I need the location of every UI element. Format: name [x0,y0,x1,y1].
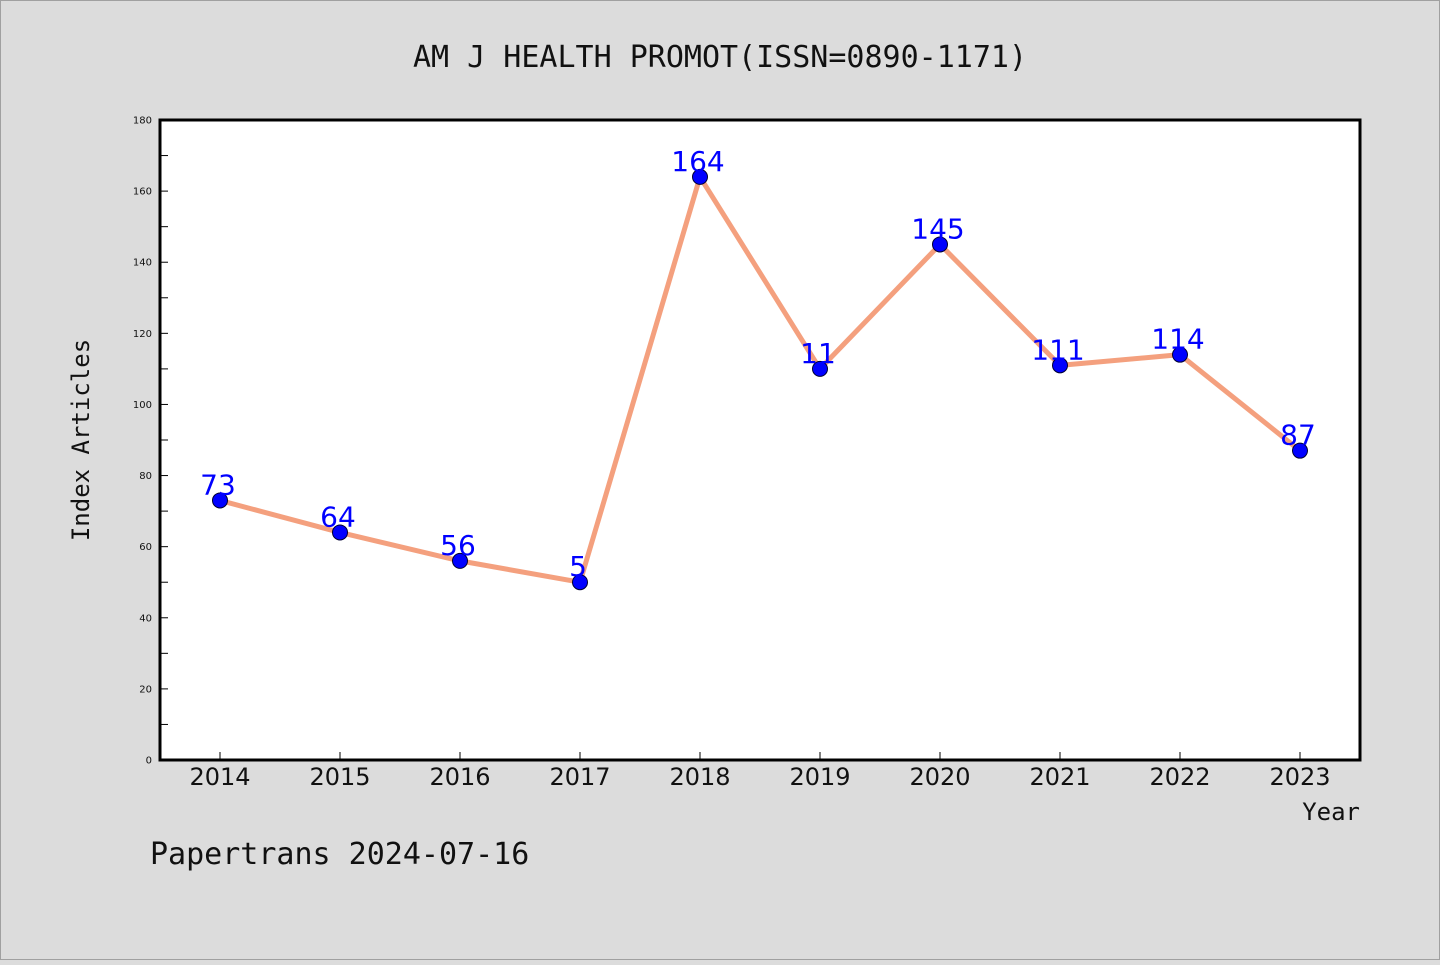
y-tick-label: 160 [133,187,152,198]
y-tick-label: 60 [139,542,152,553]
x-tick-label: 2016 [429,763,490,791]
x-tick-label: 2022 [1149,763,1210,791]
y-tick-label: 20 [139,684,152,695]
x-tick-label: 2021 [1029,763,1090,791]
chart-title: AM J HEALTH PROMOT(ISSN=0890-1171) [413,40,1027,75]
series-line-group [212,168,1308,591]
footer-source: Papertrans 2024-07-16 [150,837,529,872]
x-tick-label: 2018 [669,763,730,791]
data-label: 114 [1151,323,1204,356]
series-line [217,174,1303,585]
y-tick-label: 80 [139,471,152,482]
data-label: 145 [911,212,964,245]
y-tick-label: 40 [139,613,152,624]
y-tick-label: 100 [133,400,152,411]
data-point [812,360,828,377]
data-label: 73 [200,468,236,501]
x-tick-label: 2014 [189,763,250,791]
plot-frame [158,118,1362,762]
data-point [452,552,468,569]
data-point [572,574,588,591]
data-label: 11 [800,337,836,370]
x-tick-label: 2023 [1269,763,1330,791]
y-tick-label: 180 [133,116,152,127]
y-tick-label: 0 [146,756,152,767]
data-point [932,236,948,253]
x-tick-label: 2019 [789,763,850,791]
y-axis-label: Index Articles [67,339,95,541]
data-point [212,492,228,509]
data-point [332,524,348,541]
x-tick-label: 2017 [549,763,610,791]
plot-area [160,120,1360,760]
data-label: 111 [1031,333,1084,366]
data-label: 5 [569,550,587,583]
data-point [692,168,708,185]
data-point [1292,442,1308,459]
data-point [1172,346,1188,363]
data-label: 164 [671,145,724,178]
data-label: 87 [1280,419,1316,452]
x-axis: 2014 2015 2016 2017 2018 2019 2020 2021 2022 2023 [189,752,1331,791]
x-axis-label: Year [1302,798,1360,826]
y-tick-label: 120 [133,329,152,340]
x-tick-label: 2015 [309,763,370,791]
data-point [1052,357,1068,374]
data-label: 56 [440,529,476,562]
x-tick-label: 2020 [909,763,970,791]
data-label: 64 [320,500,356,533]
y-tick-label: 140 [133,258,152,269]
data-label-group: 73 64 56 5 164 11 145 111 114 87 [200,145,1316,583]
